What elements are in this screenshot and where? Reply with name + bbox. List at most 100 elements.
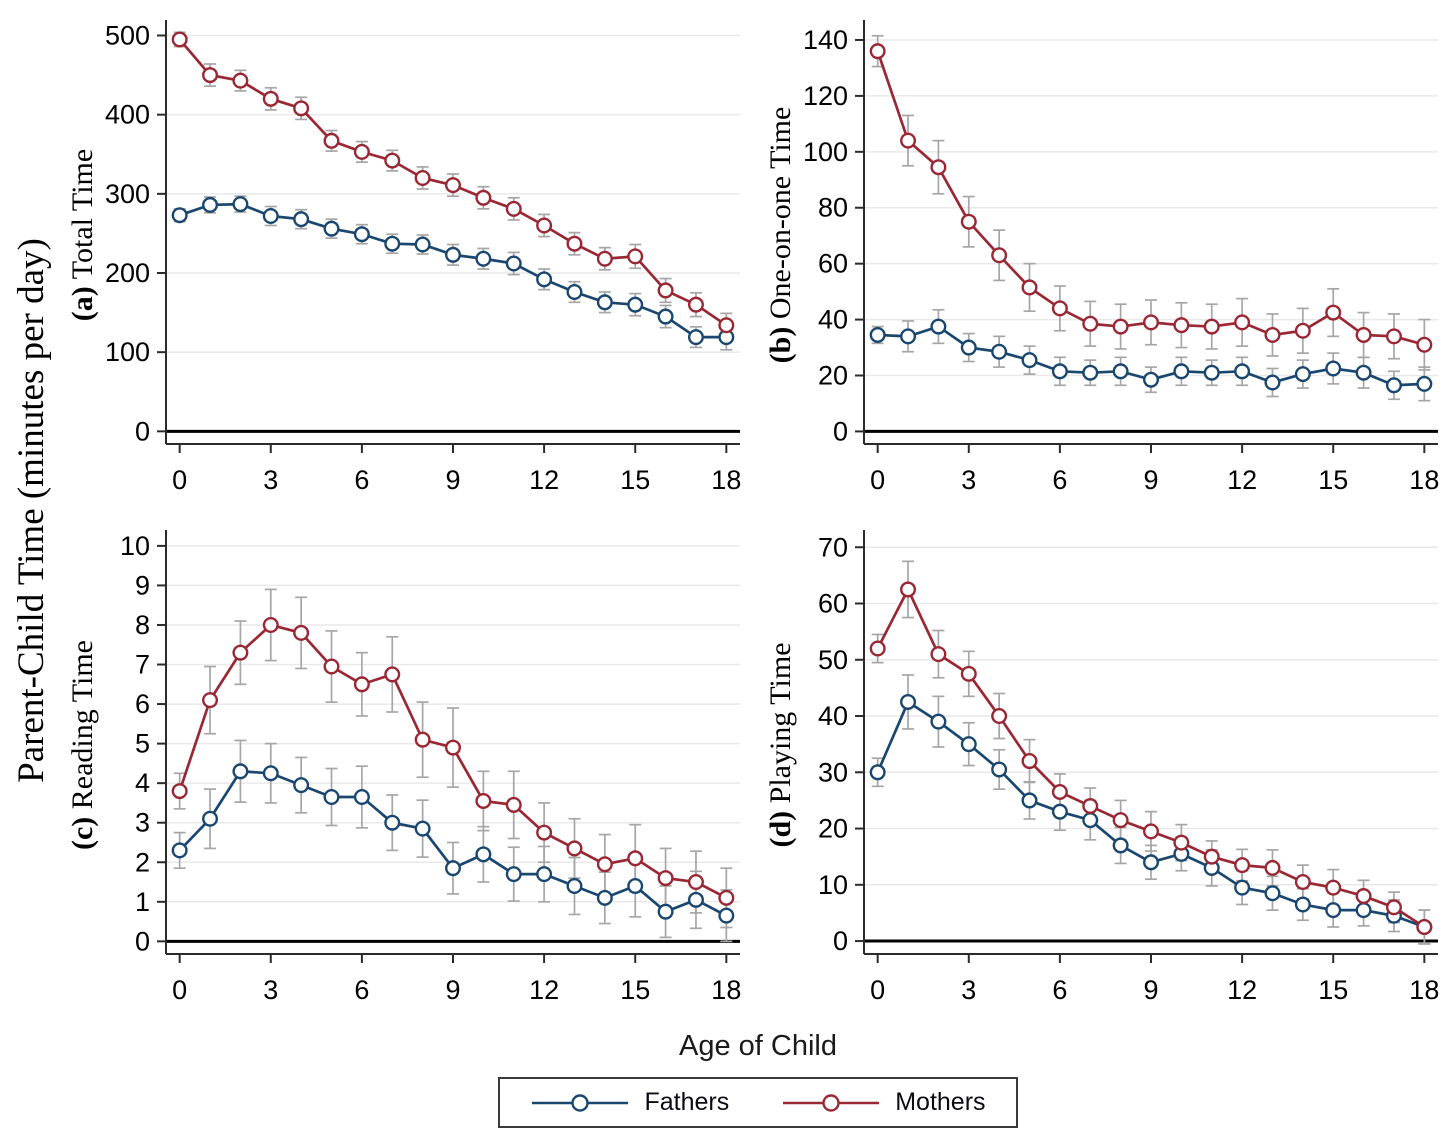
series-markers-mothers — [171, 31, 735, 334]
x-tick-label: 0 — [870, 975, 885, 1005]
series-markers-fathers — [869, 693, 1433, 935]
y-tick-label: 0 — [833, 416, 848, 446]
x-tick-label: 0 — [172, 975, 187, 1005]
error-bars-mothers — [871, 560, 1431, 945]
y-axis-ticks: 0 10 20 30 40 50 60 70 — [818, 532, 864, 956]
y-axis-ticks: 0 1 2 3 4 5 6 7 8 9 10 — [120, 531, 166, 956]
y-tick-label: 9 — [135, 570, 150, 600]
axes — [863, 530, 1438, 955]
y-tick-label: 120 — [803, 81, 848, 111]
y-tick-label: 30 — [818, 757, 848, 787]
y-tick-label: 3 — [135, 808, 150, 838]
x-tick-label: 18 — [711, 975, 741, 1005]
x-tick-label: 0 — [870, 465, 885, 495]
axes — [165, 20, 740, 445]
y-tick-label: 0 — [135, 416, 150, 446]
x-tick-label: 3 — [961, 465, 976, 495]
y-tick-label: 8 — [135, 610, 150, 640]
legend: Fathers Mothers — [498, 1077, 1018, 1128]
y-tick-label: 1 — [135, 887, 150, 917]
mothers-line-marker-icon — [783, 1093, 880, 1112]
x-tick-label: 12 — [529, 465, 559, 495]
x-axis-label: Age of Child — [679, 1030, 837, 1062]
series-line-fathers — [179, 202, 727, 339]
y-tick-label: 400 — [105, 100, 150, 130]
x-tick-label: 9 — [1143, 975, 1158, 1005]
y-tick-label: 40 — [818, 305, 848, 335]
y-tick-label: 4 — [135, 768, 150, 798]
x-tick-label: 0 — [172, 465, 187, 495]
x-tick-label: 6 — [354, 465, 369, 495]
y-tick-label: 10 — [818, 870, 848, 900]
x-tick-label: 15 — [620, 465, 650, 495]
fathers-line-marker-icon — [532, 1093, 629, 1112]
x-tick-label: 9 — [1143, 465, 1158, 495]
gridlines — [864, 39, 1438, 377]
series-markers-fathers — [171, 763, 735, 924]
y-tick-label: 6 — [135, 689, 150, 719]
x-tick-label: 12 — [1227, 465, 1257, 495]
y-tick-label: 60 — [818, 249, 848, 279]
panel-a-chart: 0 100 200 300 400 500 0 3 6 9 12 15 18 (a) Total Time — [66, 20, 741, 495]
legend-label-fathers: Fathers — [644, 1088, 730, 1116]
x-tick-label: 15 — [1318, 975, 1348, 1005]
y-axis-ticks: 0 100 200 300 400 500 — [105, 21, 166, 446]
x-tick-label: 18 — [711, 465, 741, 495]
y-tick-label: 20 — [818, 814, 848, 844]
x-axis-ticks: 0 3 6 9 12 15 18 — [870, 954, 1439, 1005]
y-axis-ticks: 0 20 40 60 80 100 120 140 — [803, 25, 864, 446]
x-tick-label: 3 — [961, 975, 976, 1005]
y-tick-label: 10 — [120, 531, 150, 561]
y-tick-label: 0 — [135, 926, 150, 956]
figure-y-axis-label: Parent-Child Time (minutes per day) — [10, 237, 52, 783]
charts-grid: 0 100 200 300 400 500 0 3 6 9 12 15 18 (a) Total Time… — [60, 0, 1456, 1020]
x-tick-label: 6 — [1052, 975, 1067, 1005]
panel-title-d: (d) Playing Time — [764, 642, 797, 847]
y-tick-label: 70 — [818, 532, 848, 562]
legend-label-mothers: Mothers — [895, 1088, 986, 1116]
x-tick-label: 15 — [620, 975, 650, 1005]
x-tick-label: 9 — [445, 465, 460, 495]
y-tick-label: 140 — [803, 25, 848, 55]
series-markers-mothers — [171, 616, 735, 906]
x-tick-label: 9 — [445, 975, 460, 1005]
y-tick-label: 60 — [818, 589, 848, 619]
panel-b-chart: 0 20 40 60 80 100 120 140 0 3 6 9 12 15 18 (b) One-on-o… — [764, 20, 1439, 495]
x-axis-ticks: 0 3 6 9 12 15 18 — [172, 444, 741, 495]
y-tick-label: 200 — [105, 258, 150, 288]
figure-y-axis-label-wrap: Parent-Child Time (minutes per day) — [0, 0, 62, 1020]
y-tick-label: 300 — [105, 179, 150, 209]
x-tick-label: 6 — [1052, 465, 1067, 495]
panel-d-chart: 0 10 20 30 40 50 60 70 0 3 6 9 12 15 18 (d) Playing Tim… — [764, 530, 1439, 1005]
series-markers-mothers — [869, 581, 1433, 935]
series-markers-fathers — [171, 196, 735, 346]
legend-item-mothers: Mothers — [781, 1088, 986, 1117]
x-tick-label: 18 — [1409, 975, 1439, 1005]
legend-item-fathers: Fathers — [530, 1088, 729, 1117]
y-tick-label: 500 — [105, 21, 150, 51]
y-tick-label: 100 — [803, 137, 848, 167]
y-tick-label: 2 — [135, 847, 150, 877]
bottom-area: Age of Child Fathers Mothers — [60, 1022, 1456, 1128]
x-tick-label: 15 — [1318, 465, 1348, 495]
y-tick-label: 20 — [818, 360, 848, 390]
panel-title-c: (c) Reading Time — [66, 640, 99, 850]
x-axis-ticks: 0 3 6 9 12 15 18 — [870, 444, 1439, 495]
y-tick-label: 0 — [833, 926, 848, 956]
x-tick-label: 6 — [354, 975, 369, 1005]
x-axis-ticks: 0 3 6 9 12 15 18 — [172, 954, 741, 1005]
x-tick-label: 12 — [529, 975, 559, 1005]
panel-title-b: (b) One-on-one Time — [764, 107, 797, 364]
y-tick-label: 5 — [135, 729, 150, 759]
y-tick-label: 7 — [135, 650, 150, 680]
series-markers-fathers — [869, 318, 1433, 394]
x-tick-label: 12 — [1227, 975, 1257, 1005]
series-markers-mothers — [869, 43, 1433, 353]
y-tick-label: 100 — [105, 337, 150, 367]
y-tick-label: 40 — [818, 701, 848, 731]
x-tick-label: 3 — [263, 975, 278, 1005]
y-tick-label: 80 — [818, 193, 848, 223]
x-tick-label: 18 — [1409, 465, 1439, 495]
